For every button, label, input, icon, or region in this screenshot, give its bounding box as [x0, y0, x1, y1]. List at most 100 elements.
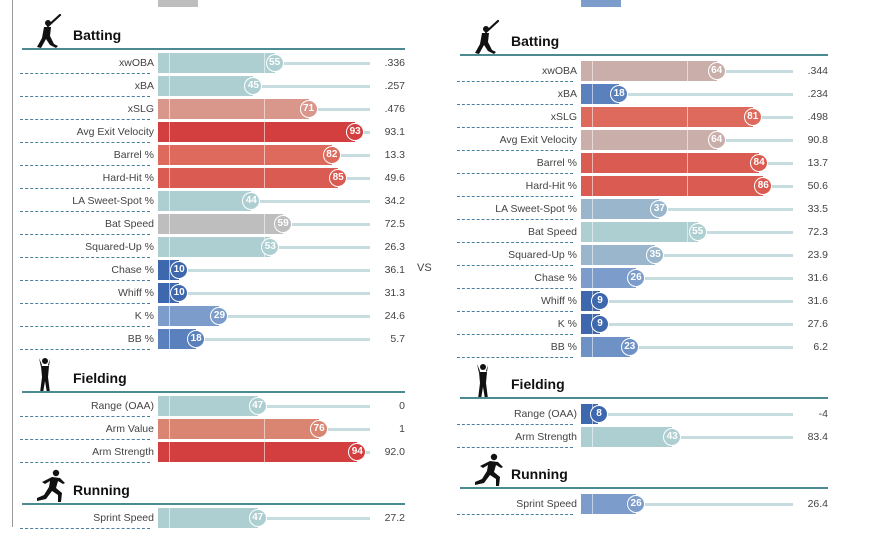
cutoff-bar-top: [581, 0, 621, 7]
bar-gridline: [591, 130, 593, 150]
bar-gridline: [264, 168, 265, 188]
metric-label: Chase %: [534, 272, 577, 284]
metric-label: Arm Strength: [92, 446, 154, 458]
percentile-bar: [581, 268, 637, 288]
bar-gridline: [687, 130, 688, 150]
metric-row: Chase %: [457, 268, 577, 291]
label-underline: [20, 349, 150, 350]
metric-value: 90.8: [807, 134, 828, 146]
metric-row: Squared-Up %: [457, 245, 577, 268]
bar-gridline: [168, 122, 170, 142]
metric-value: 24.6: [384, 310, 405, 322]
metric-label: LA Sweet-Spot %: [495, 203, 577, 215]
bar-gridline: [591, 61, 593, 81]
label-underline: [457, 173, 573, 174]
percentile-badge: 10: [170, 261, 189, 279]
label-underline: [20, 119, 150, 120]
metric-label: Bat Speed: [527, 226, 577, 238]
metric-row: BB %: [20, 329, 154, 352]
metric-value: 92.0: [384, 446, 405, 458]
percentile-bar: [581, 337, 630, 357]
label-underline: [20, 142, 150, 143]
percentile-bar: [581, 61, 717, 81]
metric-label: Chase %: [111, 264, 154, 276]
metric-value: 6.2: [813, 341, 828, 353]
bar-gridline: [591, 427, 593, 447]
metric-label: Whiff %: [118, 287, 154, 299]
percentile-badge: 76: [310, 420, 329, 438]
metric-label: xBA: [134, 80, 154, 92]
bar-gridline: [591, 153, 593, 173]
bar-gridline: [591, 268, 593, 288]
bar-gridline: [168, 508, 170, 528]
percentile-badge: 82: [322, 146, 341, 164]
percentile-badge: 45: [244, 77, 263, 95]
vs-label: VS: [417, 262, 432, 274]
percentile-track: [158, 338, 370, 341]
label-underline: [457, 150, 573, 151]
metric-row: K %: [457, 314, 577, 337]
percentile-track: [581, 208, 793, 211]
metric-label: Sprint Speed: [516, 498, 577, 510]
label-underline: [20, 73, 150, 74]
bar-gridline: [591, 245, 593, 265]
metric-label: Barrel %: [536, 157, 577, 169]
percentile-badge: 23: [620, 338, 639, 356]
metric-value: 50.6: [807, 180, 828, 192]
percentile-track: [581, 346, 793, 349]
label-underline: [457, 424, 573, 425]
percentile-track: [581, 503, 793, 506]
metric-value: 72.5: [384, 218, 405, 230]
metric-value: .498: [807, 111, 828, 123]
metric-value: 49.6: [384, 172, 405, 184]
metric-row: xSLG: [20, 99, 154, 122]
label-underline: [20, 326, 150, 327]
percentile-badge: 64: [707, 131, 726, 149]
metric-value: 33.5: [807, 203, 828, 215]
percentile-badge: 86: [754, 177, 773, 195]
metric-value: .344: [807, 65, 828, 77]
percentile-bar: [158, 508, 258, 528]
bar-gridline: [168, 191, 170, 211]
metric-value: 31.6: [807, 295, 828, 307]
section-title: Batting: [511, 33, 560, 49]
percentile-bar: [158, 53, 275, 73]
metric-row: BB %: [457, 337, 577, 360]
metric-row: xBA: [20, 76, 154, 99]
percentile-badge: 64: [707, 62, 726, 80]
label-underline: [457, 219, 573, 220]
percentile-badge: 55: [265, 54, 284, 72]
metric-value: 34.2: [384, 195, 405, 207]
label-underline: [457, 196, 573, 197]
bar-gridline: [168, 283, 170, 303]
metric-label: Barrel %: [113, 149, 154, 161]
percentile-bar: [581, 222, 698, 242]
percentile-badge: 44: [242, 192, 261, 210]
percentile-track: [581, 413, 793, 416]
metric-value: 13.7: [807, 157, 828, 169]
metric-label: Arm Value: [105, 423, 154, 435]
metric-row: Whiff %: [457, 291, 577, 314]
label-underline: [457, 357, 573, 358]
metric-label: Range (OAA): [90, 400, 154, 412]
metric-row: Arm Strength: [457, 427, 577, 450]
metric-value: .257: [384, 80, 405, 92]
label-underline: [20, 528, 150, 529]
metric-row: Hard-Hit %: [20, 168, 154, 191]
label-underline: [20, 188, 150, 189]
metric-value: 5.7: [390, 333, 405, 345]
label-underline: [457, 127, 573, 128]
bar-gridline: [264, 214, 265, 234]
bar-gridline: [264, 419, 265, 439]
metric-row: K %: [20, 306, 154, 329]
metric-value: 13.3: [384, 149, 405, 161]
label-underline: [20, 234, 150, 235]
bar-gridline: [687, 61, 688, 81]
percentile-bar: [158, 168, 339, 188]
percentile-badge: 35: [646, 246, 665, 264]
bar-gridline: [591, 337, 593, 357]
metric-label: BB %: [550, 341, 577, 353]
percentile-bar: [581, 427, 673, 447]
fielder-icon: [472, 363, 494, 406]
metric-row: Whiff %: [20, 283, 154, 306]
